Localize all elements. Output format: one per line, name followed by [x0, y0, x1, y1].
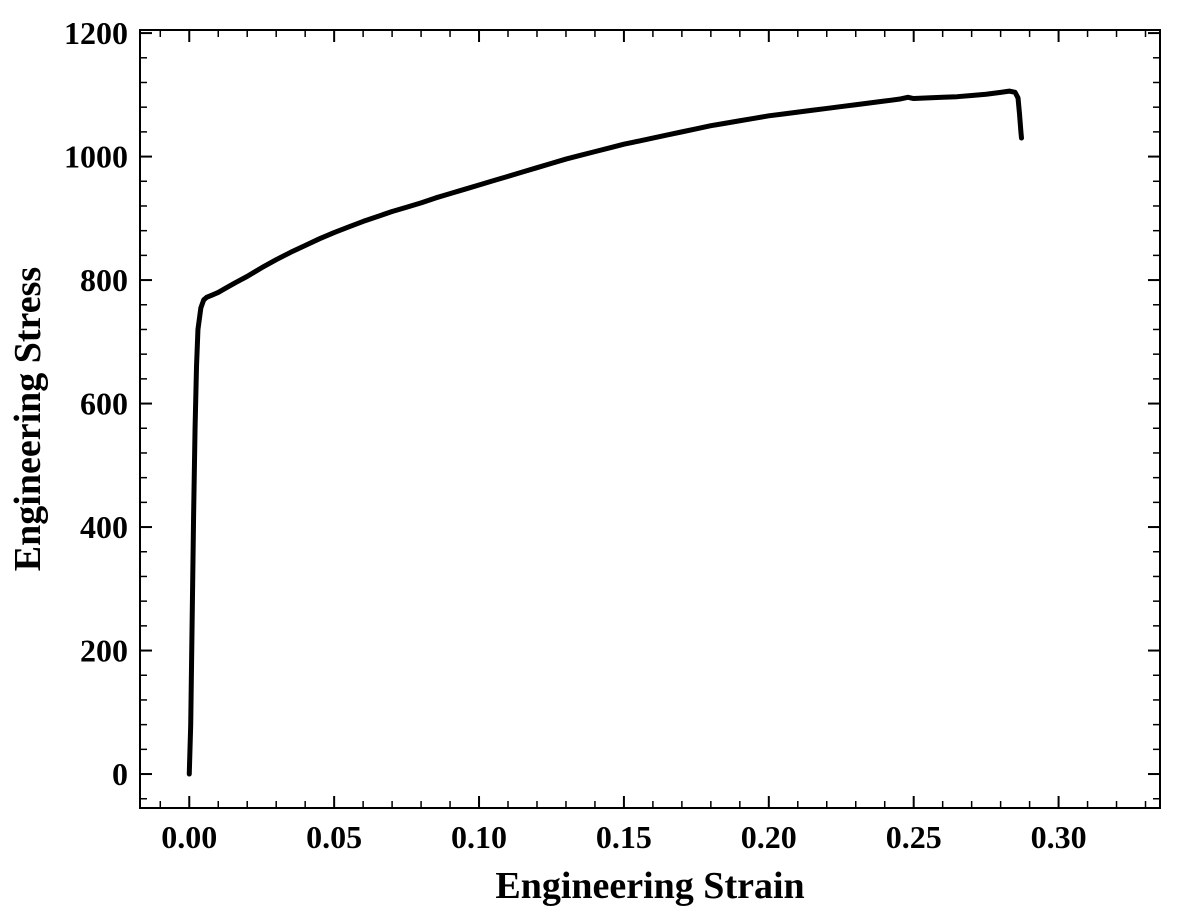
y-tick-label: 400 [80, 509, 128, 545]
x-tick-label: 0.10 [451, 819, 507, 855]
y-axis-label: Engineering Stress [7, 267, 49, 571]
x-tick-label: 0.20 [741, 819, 797, 855]
y-tick-label: 800 [80, 262, 128, 298]
y-tick-label: 600 [80, 386, 128, 422]
chart-svg: 0.00 0.05 0.10 0.15 0.20 0.25 0.30 0 200 400 600 80… [0, 0, 1195, 921]
x-tick-label: 0.05 [306, 819, 362, 855]
stress-strain-chart: 0.00 0.05 0.10 0.15 0.20 0.25 0.30 0 200 400 600 80… [0, 0, 1195, 921]
y-tick-label: 1200 [64, 15, 128, 51]
x-tick-label: 0.25 [886, 819, 942, 855]
x-tick-label: 0.30 [1031, 819, 1087, 855]
x-tick-label: 0.15 [596, 819, 652, 855]
x-tick-label: 0.00 [161, 819, 217, 855]
y-tick-label: 1000 [64, 139, 128, 175]
y-tick-label: 200 [80, 633, 128, 669]
x-axis-label: Engineering Strain [495, 865, 804, 907]
y-tick-label: 0 [112, 756, 128, 792]
